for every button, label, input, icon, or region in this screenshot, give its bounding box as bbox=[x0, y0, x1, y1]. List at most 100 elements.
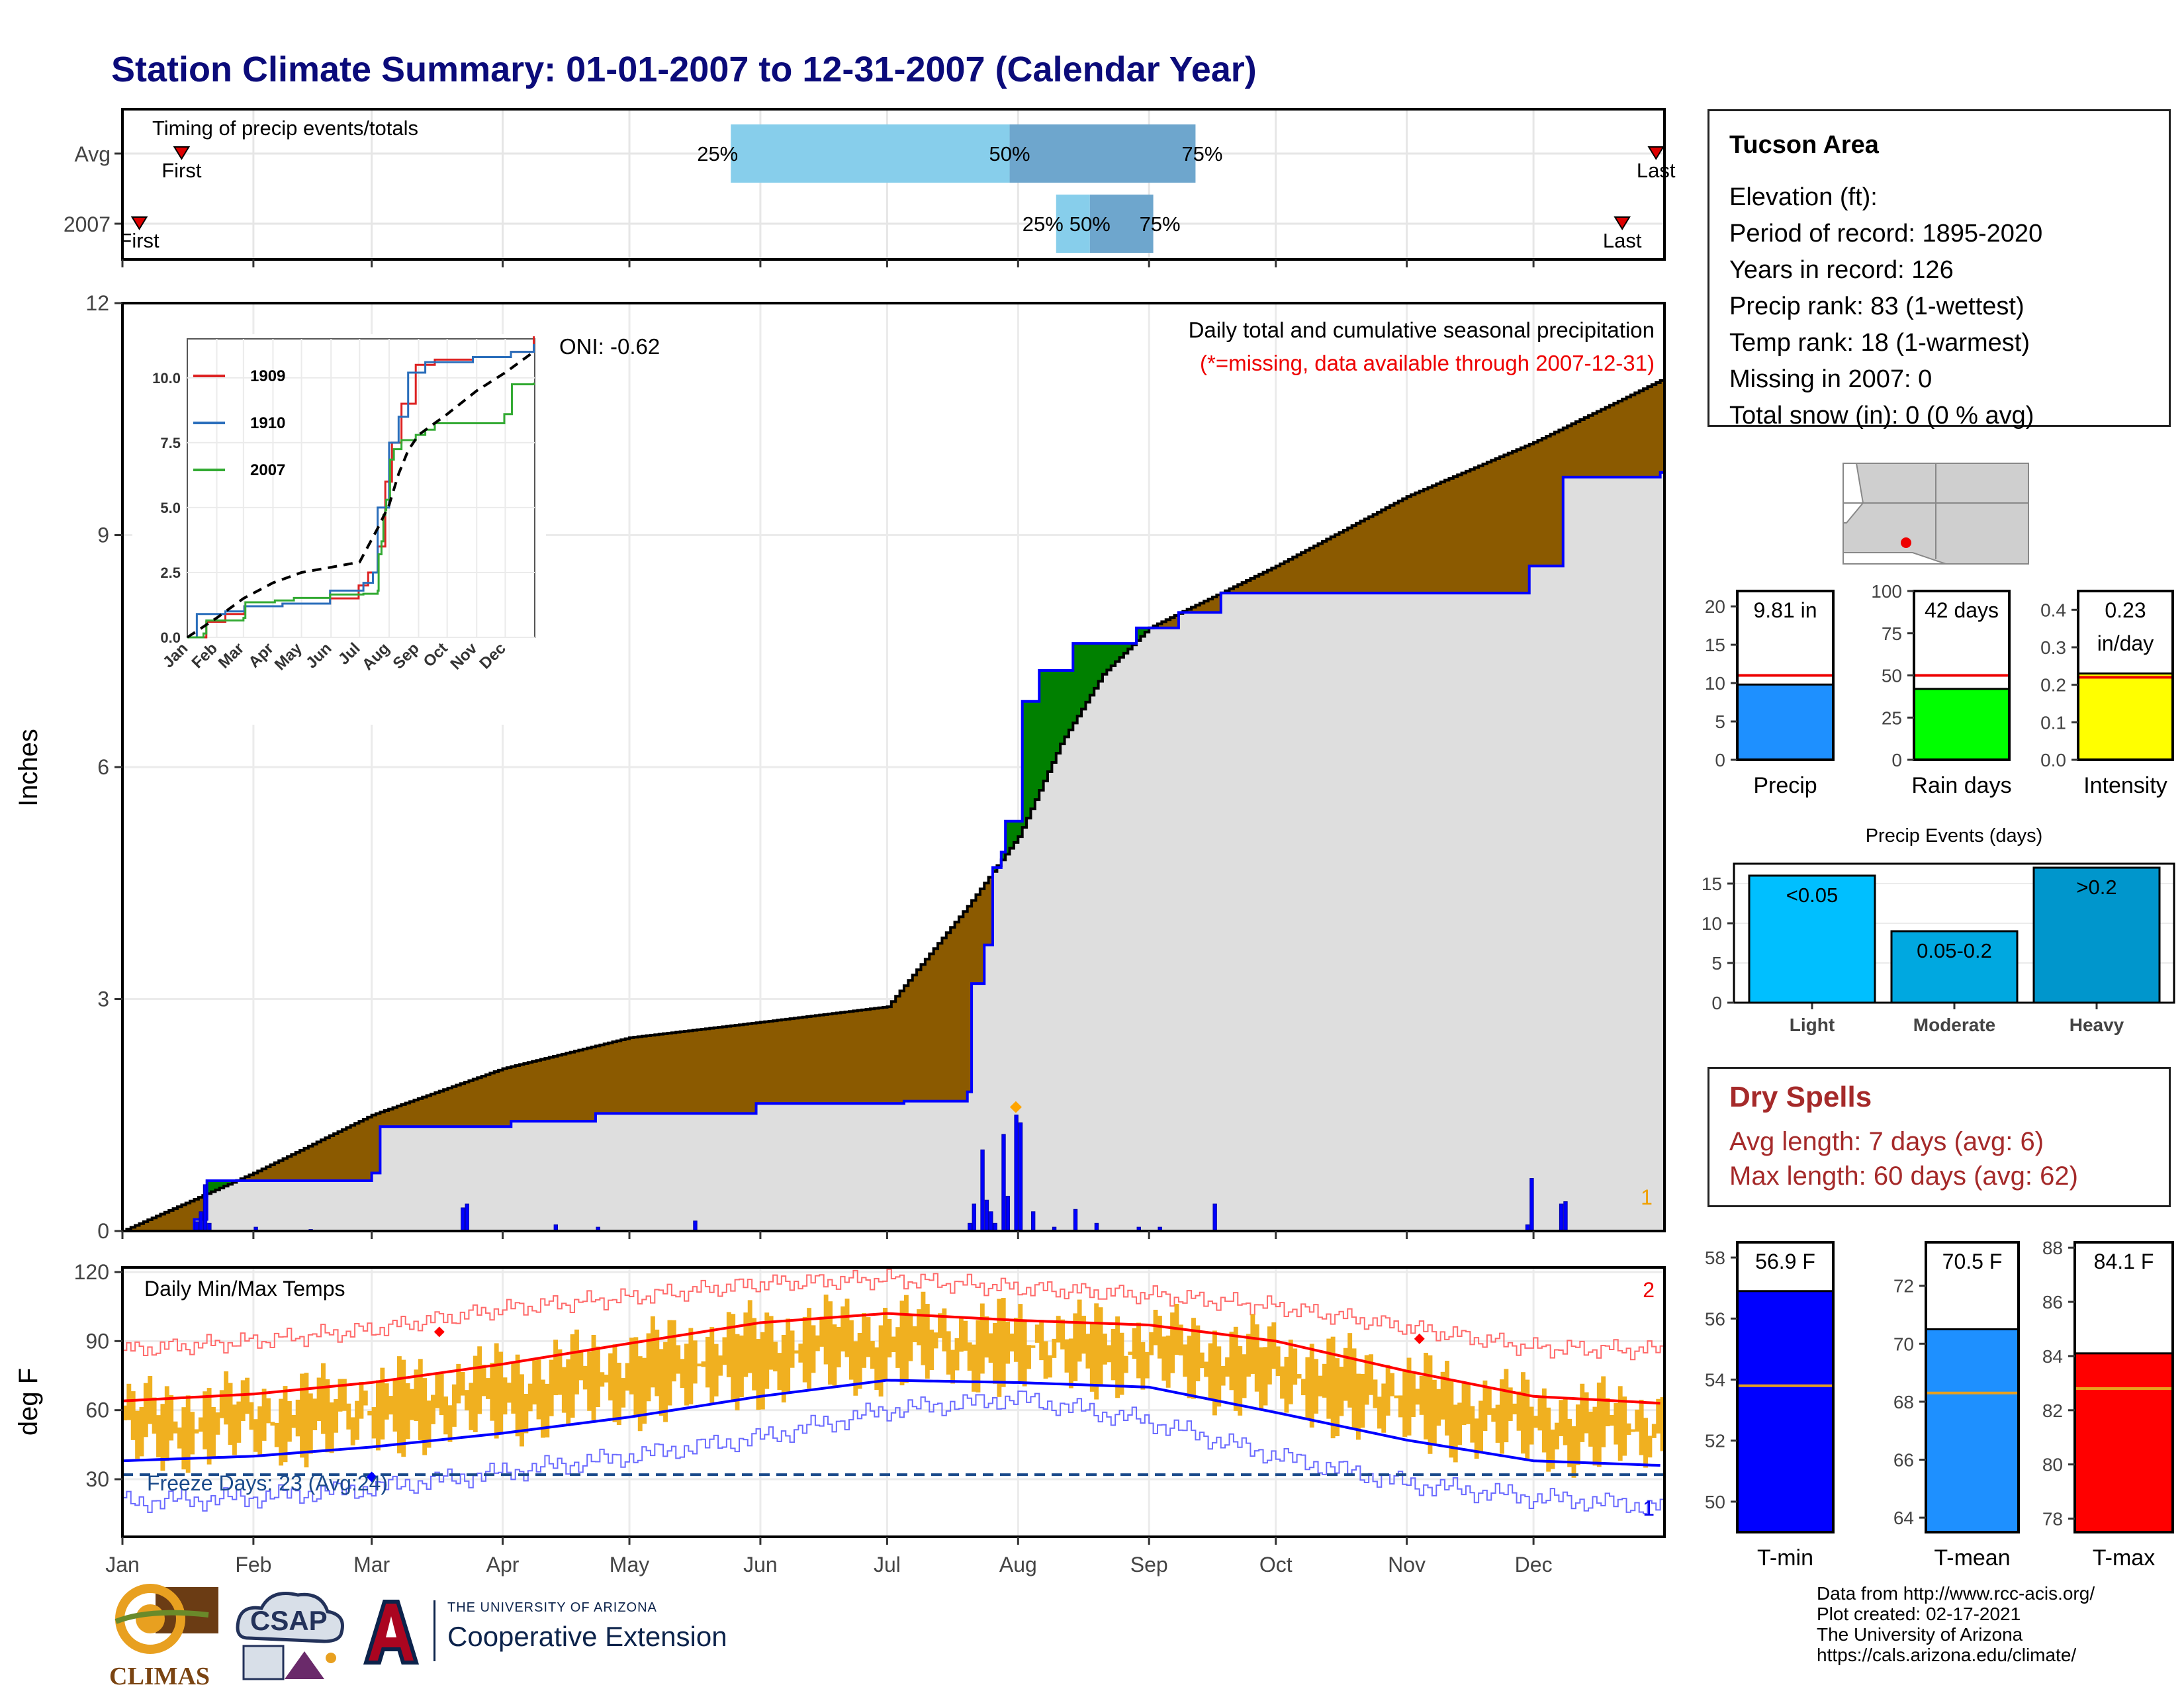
daily-temp-bar bbox=[1533, 1416, 1538, 1428]
max-daily-marker bbox=[1009, 1101, 1022, 1113]
rain-days-ytick-label: 100 bbox=[1871, 581, 1902, 602]
daily-temp-bar bbox=[338, 1379, 343, 1412]
credit-line: Data from http://www.rcc-acis.org/ bbox=[1817, 1583, 2095, 1604]
daily-temp-bar bbox=[566, 1359, 571, 1426]
daily-temp-bar bbox=[1305, 1357, 1310, 1420]
temp-ytick-label: 120 bbox=[74, 1260, 109, 1284]
daily-temp-bar bbox=[659, 1349, 664, 1416]
record-high-marker bbox=[433, 1326, 445, 1338]
daily-temp-bar bbox=[1555, 1422, 1559, 1449]
daily-temp-bar bbox=[536, 1359, 541, 1420]
daily-temp-bar bbox=[206, 1388, 212, 1465]
daily-temp-bar bbox=[1267, 1326, 1272, 1385]
daily-temp-bar bbox=[295, 1399, 300, 1437]
daily-temp-bar bbox=[257, 1406, 263, 1457]
rain-days-axis-label: Rain days bbox=[1911, 773, 2011, 798]
oni-label: ONI: -0.62 bbox=[559, 334, 660, 359]
temp-ytick-label: 30 bbox=[85, 1467, 109, 1491]
precip-total-ytick-label: 10 bbox=[1705, 673, 1725, 694]
t-mean-border bbox=[1925, 1241, 2020, 1533]
last-event-marker bbox=[1647, 146, 1665, 160]
daily-temp-bar bbox=[587, 1351, 592, 1411]
daily-temp-bar bbox=[790, 1330, 795, 1368]
daily-temp-bar bbox=[1351, 1348, 1357, 1429]
t-max-ytick-label: 78 bbox=[2042, 1509, 2063, 1530]
daily-temp-bar bbox=[946, 1331, 951, 1375]
daily-temp-bar bbox=[1183, 1344, 1188, 1377]
credits: Data from http://www.rcc-acis.org/ Plot … bbox=[1817, 1583, 2095, 1665]
daily-temp-bar bbox=[126, 1383, 132, 1420]
daily-temp-bar bbox=[1529, 1406, 1534, 1445]
daily-temp-bar bbox=[1660, 1397, 1665, 1451]
t-mean-ytick-label: 64 bbox=[1893, 1508, 1914, 1528]
daily-temp-bar bbox=[1115, 1316, 1120, 1398]
daily-temp-bar bbox=[1271, 1322, 1277, 1369]
daily-temp-bar bbox=[1465, 1382, 1471, 1424]
station-info-line: Precip rank: 83 (1-wettest) bbox=[1729, 293, 2025, 320]
rain-days-ytick-label: 25 bbox=[1882, 708, 1902, 728]
timing-bar-q50-q75 bbox=[1089, 195, 1154, 253]
daily-temp-bar bbox=[557, 1349, 563, 1395]
precip-ytick-label: 3 bbox=[97, 987, 109, 1011]
daily-temp-bar bbox=[676, 1345, 681, 1374]
station-info-line: Temp rank: 18 (1-warmest) bbox=[1729, 329, 2030, 357]
avg-min-line bbox=[122, 1379, 1661, 1467]
dry-spells-avg: Avg length: 7 days (avg: 6) bbox=[1729, 1127, 2044, 1156]
daily-temp-bar bbox=[545, 1383, 550, 1438]
first-event-label: First bbox=[161, 159, 202, 182]
daily-temp-bar bbox=[1220, 1366, 1226, 1386]
daily-temp-bar bbox=[988, 1333, 993, 1363]
daily-temp-bar bbox=[291, 1414, 296, 1428]
precip-total-value-label: 9.81 in bbox=[1753, 598, 1817, 622]
daily-precip-bar bbox=[1529, 1178, 1534, 1232]
daily-temp-bar bbox=[1191, 1318, 1196, 1399]
daily-temp-bar bbox=[1208, 1343, 1213, 1401]
daily-precip-bar bbox=[1563, 1201, 1568, 1232]
month-label: Aug bbox=[999, 1553, 1037, 1577]
daily-temp-bar bbox=[1153, 1309, 1158, 1346]
daily-temp-bar bbox=[1504, 1369, 1509, 1443]
t-mean-value-label: 70.5 F bbox=[1942, 1250, 2003, 1273]
daily-temp-bar bbox=[1390, 1373, 1394, 1396]
daily-temp-bar bbox=[1081, 1316, 1086, 1354]
temp-ytick-label: 90 bbox=[85, 1329, 109, 1353]
daily-temp-bar bbox=[616, 1363, 621, 1426]
daily-temp-bar bbox=[506, 1383, 512, 1403]
daily-temp-bar bbox=[316, 1377, 322, 1422]
quartile-50-label: 50% bbox=[1069, 212, 1111, 236]
daily-temp-bar bbox=[862, 1313, 867, 1368]
events-ytick-label: 0 bbox=[1711, 993, 1722, 1013]
daily-temp-bar bbox=[819, 1316, 825, 1347]
daily-precip-bar bbox=[1559, 1203, 1564, 1232]
first-event-marker bbox=[130, 216, 148, 230]
daily-temp-bar bbox=[1479, 1400, 1484, 1453]
csap-cloud-icon bbox=[236, 1592, 344, 1680]
daily-temp-bar bbox=[1052, 1338, 1057, 1358]
daily-temp-bar bbox=[388, 1396, 394, 1415]
station-info-line: Missing in 2007: 0 bbox=[1729, 365, 1933, 393]
daily-temp-bar bbox=[253, 1419, 258, 1452]
month-label: Sep bbox=[1130, 1553, 1168, 1577]
daily-temp-bar bbox=[1635, 1409, 1640, 1432]
daily-temp-bar bbox=[1161, 1336, 1167, 1381]
daily-temp-bar bbox=[1102, 1333, 1107, 1365]
daily-temp-bar bbox=[341, 1379, 347, 1411]
daily-temp-bar bbox=[1385, 1365, 1390, 1416]
daily-temp-bar bbox=[266, 1398, 271, 1424]
daily-temp-bar bbox=[350, 1417, 355, 1445]
daily-temp-bar bbox=[1508, 1387, 1513, 1422]
daily-temp-bar bbox=[498, 1351, 504, 1435]
t-mean-ytick-label: 72 bbox=[1893, 1276, 1914, 1297]
daily-temp-bar bbox=[1364, 1355, 1369, 1405]
climas-logo: CLIMAS bbox=[109, 1582, 222, 1690]
daily-temp-bar bbox=[1356, 1373, 1361, 1440]
daily-temp-bar bbox=[735, 1334, 740, 1410]
daily-temp-bar bbox=[1588, 1411, 1593, 1447]
daily-temp-bar bbox=[642, 1357, 647, 1424]
daily-precip-bar bbox=[984, 1199, 989, 1232]
inset-ytick-label: 0.0 bbox=[160, 629, 181, 646]
daily-temp-bar bbox=[1512, 1403, 1518, 1414]
daily-temp-bar bbox=[979, 1303, 985, 1374]
temp-count-bottom: 1 bbox=[1643, 1496, 1655, 1520]
daily-temp-bar bbox=[1453, 1404, 1458, 1463]
